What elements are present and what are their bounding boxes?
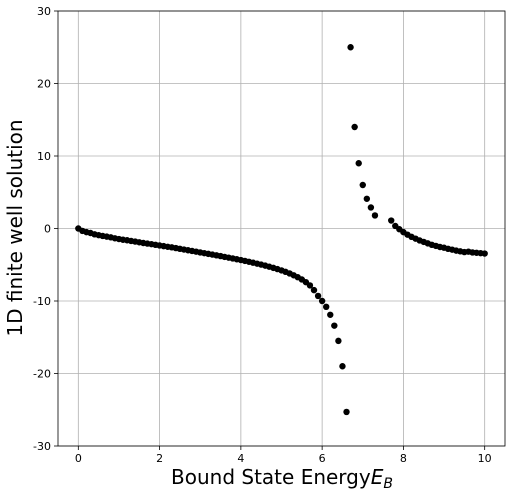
x-axis-label-subscript: B (383, 476, 393, 492)
data-point (306, 282, 314, 289)
data-point (388, 217, 395, 224)
data-point (331, 322, 338, 329)
data-point (327, 311, 334, 318)
grid (58, 10, 505, 447)
data-point (363, 195, 371, 202)
y-tick-label: -30 (33, 440, 51, 453)
y-tick-label: 0 (44, 223, 51, 236)
ticks: 0 2 4 6 8 10 -30 -20 -10 0 10 20 30 (33, 5, 492, 465)
y-axis-label: 1D finite well solution (3, 119, 27, 336)
data-point (318, 297, 326, 305)
x-axis-label-symbol: E (371, 465, 384, 489)
data-point (347, 44, 354, 51)
data-point (335, 337, 342, 345)
data-point (359, 181, 366, 189)
data-point (367, 204, 375, 211)
data-point (371, 212, 379, 219)
y-tick-label: -10 (33, 295, 51, 308)
data-point (351, 123, 358, 131)
data-point (323, 303, 330, 310)
data-point (339, 363, 346, 370)
x-axis-label: Bound State EnergyEB (171, 465, 393, 492)
data-point (355, 160, 362, 167)
y-tick-label: 20 (37, 78, 51, 91)
x-tick-label: 0 (75, 452, 82, 465)
data-point (481, 250, 488, 257)
x-tick-label: 8 (400, 452, 407, 465)
data-point (343, 408, 350, 416)
y-tick-label: -20 (33, 368, 51, 381)
y-tick-label: 10 (37, 150, 51, 163)
x-tick-label: 10 (478, 452, 492, 465)
data-point (310, 286, 318, 294)
data-point (314, 292, 322, 300)
data-points (75, 44, 488, 416)
x-tick-label: 2 (156, 452, 163, 465)
x-tick-label: 6 (319, 452, 326, 465)
x-tick-label: 4 (237, 452, 244, 465)
y-tick-label: 30 (37, 5, 51, 18)
